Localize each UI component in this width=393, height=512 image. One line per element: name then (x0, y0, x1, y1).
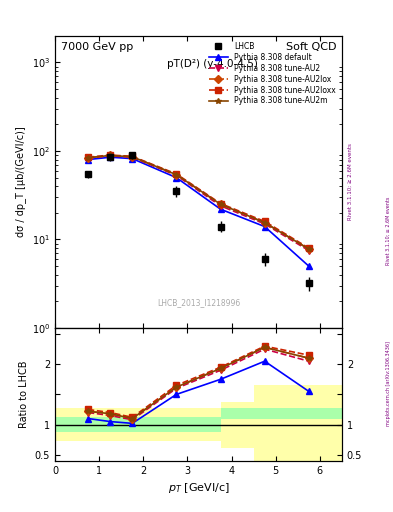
Pythia 8.308 tune-AU2m (307, 246, 311, 252)
Text: pT(D²) (y-4.0-4.5): pT(D²) (y-4.0-4.5) (167, 59, 258, 69)
Pythia 8.308 tune-AU2lox (174, 172, 179, 178)
Text: Rivet 3.1.10; ≥ 2.6M events: Rivet 3.1.10; ≥ 2.6M events (386, 196, 391, 265)
Pythia 8.308 tune-AU2m (262, 220, 267, 226)
Y-axis label: dσ / dp_T [μb/(GeVI/c)]: dσ / dp_T [μb/(GeVI/c)] (15, 126, 26, 237)
Pythia 8.308 tune-AU2m (86, 155, 90, 161)
Bar (176, 408, 220, 441)
Bar (110, 417, 132, 432)
Pythia 8.308 tune-AU2loxx (130, 153, 135, 159)
Pythia 8.308 tune-AU2loxx (262, 218, 267, 224)
Pythia 8.308 default (307, 263, 311, 269)
Text: 7000 GeV pp: 7000 GeV pp (61, 41, 133, 52)
Pythia 8.308 tune-AU2 (86, 155, 90, 161)
Pythia 8.308 default (218, 206, 223, 212)
Legend: LHCB, Pythia 8.308 default, Pythia 8.308 tune-AU2, Pythia 8.308 tune-AU2lox, Pyt: LHCB, Pythia 8.308 default, Pythia 8.308… (207, 39, 338, 108)
Bar (55, 408, 110, 441)
Line: Pythia 8.308 tune-AU2loxx: Pythia 8.308 tune-AU2loxx (85, 152, 312, 251)
Pythia 8.308 tune-AU2m (174, 172, 179, 178)
Text: Soft QCD: Soft QCD (286, 41, 336, 52)
Pythia 8.308 tune-AU2lox (86, 155, 90, 161)
Pythia 8.308 default (108, 154, 112, 160)
Line: Pythia 8.308 tune-AU2: Pythia 8.308 tune-AU2 (85, 153, 312, 253)
Bar (276, 408, 342, 418)
Pythia 8.308 default (86, 157, 90, 163)
Pythia 8.308 tune-AU2lox (130, 154, 135, 160)
Pythia 8.308 tune-AU2loxx (86, 154, 90, 160)
Pythia 8.308 default (262, 224, 267, 230)
Pythia 8.308 tune-AU2lox (307, 246, 311, 252)
Pythia 8.308 tune-AU2loxx (174, 171, 179, 177)
Bar (253, 408, 276, 418)
Pythia 8.308 tune-AU2loxx (218, 200, 223, 206)
Bar (55, 417, 110, 432)
Text: LHCB_2013_I1218996: LHCB_2013_I1218996 (157, 298, 240, 308)
Pythia 8.308 tune-AU2lox (262, 220, 267, 226)
X-axis label: $p_T$ [GeVI/c]: $p_T$ [GeVI/c] (168, 481, 229, 495)
Line: Pythia 8.308 tune-AU2m: Pythia 8.308 tune-AU2m (85, 153, 312, 252)
Y-axis label: Ratio to LHCB: Ratio to LHCB (19, 360, 29, 428)
Bar (176, 417, 220, 432)
Pythia 8.308 tune-AU2 (108, 153, 112, 159)
Pythia 8.308 tune-AU2lox (108, 153, 112, 159)
Pythia 8.308 tune-AU2loxx (108, 152, 112, 158)
Bar (132, 417, 176, 432)
Pythia 8.308 tune-AU2lox (218, 201, 223, 207)
Bar (220, 408, 253, 418)
Bar (253, 386, 276, 464)
Bar (110, 408, 132, 441)
Pythia 8.308 tune-AU2m (108, 153, 112, 159)
Pythia 8.308 tune-AU2m (218, 201, 223, 207)
Pythia 8.308 default (130, 156, 135, 162)
Pythia 8.308 tune-AU2m (130, 154, 135, 160)
Pythia 8.308 default (174, 175, 179, 181)
Pythia 8.308 tune-AU2loxx (307, 245, 311, 251)
Bar (276, 386, 342, 464)
Pythia 8.308 tune-AU2 (262, 221, 267, 227)
Line: Pythia 8.308 default: Pythia 8.308 default (85, 155, 312, 269)
Pythia 8.308 tune-AU2 (218, 203, 223, 209)
Pythia 8.308 tune-AU2 (130, 154, 135, 160)
Bar (132, 408, 176, 441)
Bar (220, 401, 253, 447)
Text: mcplots.cern.ch [arXiv:1306.3436]: mcplots.cern.ch [arXiv:1306.3436] (386, 342, 391, 426)
Line: Pythia 8.308 tune-AU2lox: Pythia 8.308 tune-AU2lox (85, 153, 312, 252)
Text: Rivet 3.1.10; ≥ 2.6M events: Rivet 3.1.10; ≥ 2.6M events (348, 143, 353, 220)
Pythia 8.308 tune-AU2 (174, 173, 179, 179)
Pythia 8.308 tune-AU2 (307, 247, 311, 253)
